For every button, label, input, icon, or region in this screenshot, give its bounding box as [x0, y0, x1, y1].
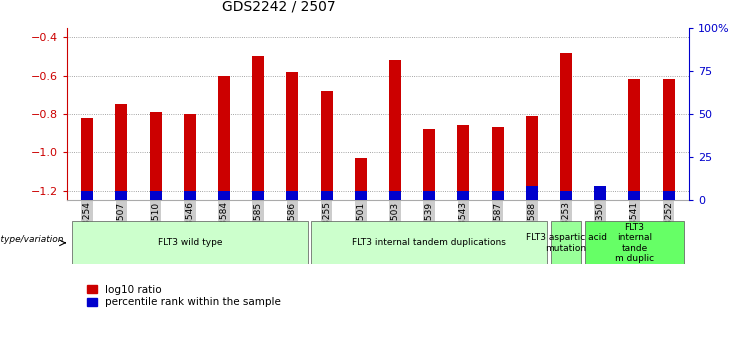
Bar	[321, 91, 333, 200]
Bar	[491, 127, 504, 200]
Text: GDS2242 / 2507: GDS2242 / 2507	[222, 0, 336, 14]
Bar	[594, 186, 606, 200]
Bar	[218, 76, 230, 200]
Text: FLT3 wild type: FLT3 wild type	[158, 238, 222, 247]
Bar	[491, 191, 504, 200]
Text: FLT3
internal
tande
m duplic: FLT3 internal tande m duplic	[615, 223, 654, 263]
Bar	[355, 158, 367, 200]
FancyBboxPatch shape	[72, 221, 308, 264]
Bar	[287, 72, 299, 200]
Bar	[184, 114, 196, 200]
Bar	[150, 191, 162, 200]
Bar	[150, 112, 162, 200]
Bar	[218, 191, 230, 200]
Bar	[184, 191, 196, 200]
Text: FLT3 internal tandem duplications: FLT3 internal tandem duplications	[352, 238, 506, 247]
Bar	[252, 56, 265, 200]
Bar	[457, 191, 469, 200]
Text: FLT3 aspartic acid
mutation: FLT3 aspartic acid mutation	[525, 233, 607, 253]
Bar	[628, 191, 640, 200]
FancyBboxPatch shape	[551, 221, 582, 264]
Bar	[526, 116, 538, 200]
Bar	[423, 191, 435, 200]
FancyBboxPatch shape	[311, 221, 547, 264]
Bar	[116, 191, 127, 200]
Text: genotype/variation: genotype/variation	[0, 235, 64, 244]
Bar	[252, 191, 265, 200]
Bar	[355, 191, 367, 200]
Bar	[628, 79, 640, 200]
Bar	[116, 104, 127, 200]
Bar	[423, 129, 435, 200]
Bar	[560, 191, 572, 200]
FancyBboxPatch shape	[585, 221, 684, 264]
Bar	[82, 191, 93, 200]
Bar	[662, 191, 674, 200]
Bar	[389, 60, 401, 200]
Bar	[662, 79, 674, 200]
Bar	[594, 190, 606, 200]
Bar	[457, 125, 469, 200]
Legend: log10 ratio, percentile rank within the sample: log10 ratio, percentile rank within the …	[87, 285, 282, 307]
Bar	[321, 191, 333, 200]
Bar	[560, 52, 572, 200]
Bar	[526, 186, 538, 200]
Bar	[287, 191, 299, 200]
Bar	[389, 191, 401, 200]
Bar	[82, 118, 93, 200]
